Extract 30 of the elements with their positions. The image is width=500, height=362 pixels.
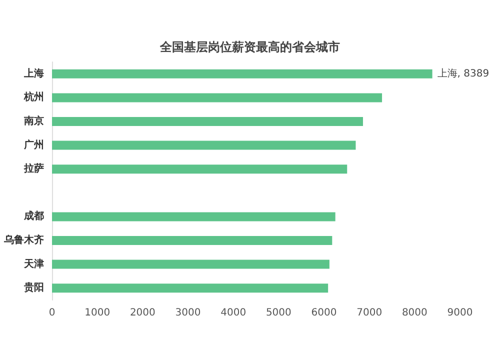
- x-tick-label: 9000: [447, 308, 473, 318]
- y-tick-label: 南京: [23, 115, 44, 127]
- bar: [52, 140, 356, 150]
- y-tick-label: 乌鲁木齐: [3, 234, 44, 246]
- chart-title: 全国基层岗位薪资最高的省会城市: [159, 40, 340, 54]
- bar: [52, 93, 382, 102]
- data-label: 上海, 8389: [437, 67, 490, 80]
- y-tick-label: 杭州: [23, 91, 44, 104]
- bar: [52, 164, 348, 174]
- x-tick-label: 4000: [220, 308, 246, 318]
- x-tick-label: 8000: [402, 308, 428, 318]
- y-tick-label: 成都: [23, 210, 44, 222]
- y-tick-label: 拉萨: [23, 162, 44, 175]
- x-tick-label: 7000: [356, 308, 382, 318]
- x-tick-label: 2000: [130, 308, 156, 318]
- y-tick-label: 上海: [23, 67, 44, 80]
- x-tick-label: 1000: [84, 308, 110, 318]
- bar: [52, 117, 363, 126]
- y-tick-label: 贵阳: [23, 282, 44, 294]
- bar: [52, 69, 432, 78]
- y-tick-label: 广州: [23, 138, 44, 151]
- bar: [52, 284, 328, 293]
- x-tick-label: 5000: [266, 308, 292, 318]
- bar: [52, 260, 330, 269]
- x-tick-label: 0: [48, 308, 56, 318]
- y-tick-label: 天津: [23, 258, 44, 270]
- bar: [52, 236, 332, 245]
- x-tick-label: 6000: [311, 308, 337, 318]
- x-tick-label: 3000: [175, 308, 201, 318]
- bar: [52, 212, 336, 222]
